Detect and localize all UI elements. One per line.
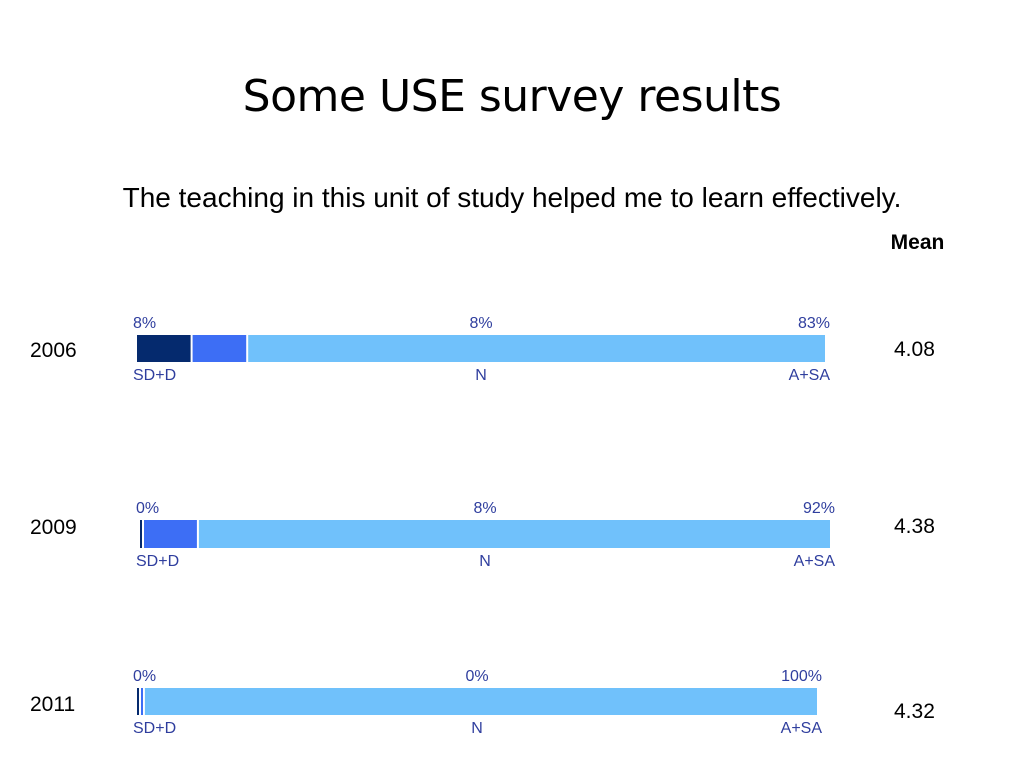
- year-label-2009: 2009: [30, 516, 77, 539]
- category-label-2011-sdd: SD+D: [133, 720, 176, 737]
- category-label-2006-asa: A+SA: [789, 367, 831, 384]
- category-label-2006-sdd: SD+D: [133, 367, 176, 384]
- bar-segment-2009-sdd: [140, 520, 142, 548]
- bar-segment-2006-asa: [248, 335, 825, 362]
- year-label-2011: 2011: [30, 693, 76, 716]
- mean-column-header: Mean: [890, 231, 945, 254]
- pct-label-2009-asa: 92%: [803, 500, 835, 517]
- bar-segment-2011-n: [141, 688, 143, 715]
- mean-value-2006: 4.08: [894, 338, 935, 361]
- pct-label-2011-asa: 100%: [781, 668, 822, 685]
- bar-row-2006: 8% 8% 83% SD+D N A+SA: [133, 315, 830, 384]
- pct-label-2009-n: 8%: [473, 500, 496, 517]
- pct-label-2011-n: 0%: [465, 668, 488, 685]
- category-label-2011-n: N: [471, 720, 483, 737]
- category-label-2009-asa: A+SA: [794, 553, 836, 570]
- category-label-2006-n: N: [475, 367, 487, 384]
- year-label-2006: 2006: [30, 339, 77, 362]
- pct-label-2006-asa: 83%: [798, 315, 830, 332]
- bar-segment-2009-asa: [198, 520, 830, 548]
- category-label-2009-n: N: [479, 553, 491, 570]
- bar-segment-2011-sdd: [137, 688, 139, 715]
- bar-segment-2011-asa: [144, 688, 817, 715]
- category-label-2009-sdd: SD+D: [136, 553, 179, 570]
- bar-row-2011: 0% 0% 100% SD+D N A+SA: [133, 668, 822, 737]
- mean-value-2009: 4.38: [894, 515, 935, 538]
- bar-segment-2006-n: [192, 335, 247, 362]
- pct-label-2009-sdd: 0%: [136, 500, 159, 517]
- category-label-2011-asa: A+SA: [781, 720, 823, 737]
- slide-title: Some USE survey results: [242, 71, 782, 122]
- bar-segment-2009-n: [144, 520, 197, 548]
- bar-segment-2006-sdd: [137, 335, 191, 362]
- pct-label-2011-sdd: 0%: [133, 668, 156, 685]
- pct-label-2006-n: 8%: [469, 315, 492, 332]
- pct-label-2006-sdd: 8%: [133, 315, 156, 332]
- bar-row-2009: 0% 8% 92% SD+D N A+SA: [136, 500, 835, 570]
- mean-value-2011: 4.32: [894, 700, 935, 723]
- survey-question: The teaching in this unit of study helpe…: [122, 182, 902, 213]
